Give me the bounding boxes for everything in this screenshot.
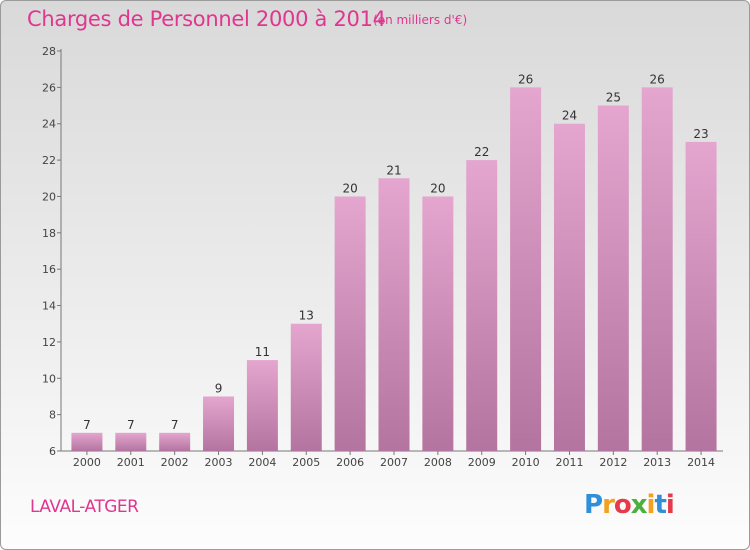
bar-2012 <box>597 105 629 451</box>
data-label: 21 <box>386 163 401 177</box>
x-tick-label: 2007 <box>380 456 408 469</box>
chart-title: Charges de Personnel 2000 à 2014 <box>27 7 386 31</box>
bar-2004 <box>246 360 278 451</box>
bar-2009 <box>466 160 498 451</box>
x-tick-label: 2014 <box>687 456 715 469</box>
bar-2010 <box>510 87 542 451</box>
y-tick-label: 18 <box>42 227 56 240</box>
data-label: 26 <box>650 72 665 86</box>
data-label: 11 <box>255 345 270 359</box>
data-label: 13 <box>299 309 314 323</box>
data-label: 7 <box>127 418 135 432</box>
bar-2000 <box>71 432 103 451</box>
x-tick-label: 2004 <box>248 456 276 469</box>
bar-2008 <box>422 196 454 451</box>
x-tick-label: 2012 <box>599 456 627 469</box>
x-tick-label: 2010 <box>512 456 540 469</box>
data-label: 7 <box>83 418 91 432</box>
y-tick-label: 26 <box>42 81 56 94</box>
x-tick-label: 2003 <box>205 456 233 469</box>
x-tick-label: 2000 <box>73 456 101 469</box>
y-tick-label: 12 <box>42 336 56 349</box>
bar-2006 <box>334 196 366 451</box>
x-tick-label: 2002 <box>161 456 189 469</box>
y-tick-label: 6 <box>49 445 56 458</box>
labels: 2000 7 2001 7 2002 7 2003 9 2004 11 2005 13 2006 20 20… <box>73 72 715 469</box>
y-tick-label: 16 <box>42 263 56 276</box>
bar-2001 <box>115 432 147 451</box>
bar-2003 <box>203 396 235 451</box>
bars <box>71 87 717 452</box>
y-tick-label: 24 <box>42 118 56 131</box>
bar-2011 <box>553 123 585 452</box>
bar-2013 <box>641 87 673 451</box>
y-tick-label: 22 <box>42 154 56 167</box>
data-label: 25 <box>606 91 621 105</box>
x-tick-label: 2011 <box>555 456 583 469</box>
proxiti-logo[interactable]: Proxiti <box>584 490 675 520</box>
data-label: 23 <box>693 127 708 141</box>
y-tick-label: 14 <box>42 300 56 313</box>
y-tick-label: 28 <box>42 45 56 58</box>
x-tick-label: 2005 <box>292 456 320 469</box>
chart-subtitle: (en milliers d'€) <box>373 13 468 27</box>
bar-2014 <box>685 141 717 451</box>
data-label: 20 <box>342 181 357 195</box>
x-tick-label: 2006 <box>336 456 364 469</box>
data-label: 20 <box>430 181 445 195</box>
y-tick-label: 20 <box>42 190 56 203</box>
data-label: 7 <box>171 418 179 432</box>
y-tick-label: 10 <box>42 372 56 385</box>
bar-2005 <box>290 323 322 451</box>
data-label: 22 <box>474 145 489 159</box>
x-tick-label: 2009 <box>468 456 496 469</box>
x-tick-label: 2001 <box>117 456 145 469</box>
town-name: LAVAL-ATGER <box>30 497 139 517</box>
data-label: 26 <box>518 72 533 86</box>
bar-2002 <box>159 432 191 451</box>
bar-2007 <box>378 178 410 452</box>
x-tick-label: 2008 <box>424 456 452 469</box>
data-label: 24 <box>562 109 577 123</box>
y-tick-label: 8 <box>49 409 56 422</box>
data-label: 9 <box>215 381 223 395</box>
x-tick-label: 2013 <box>643 456 671 469</box>
